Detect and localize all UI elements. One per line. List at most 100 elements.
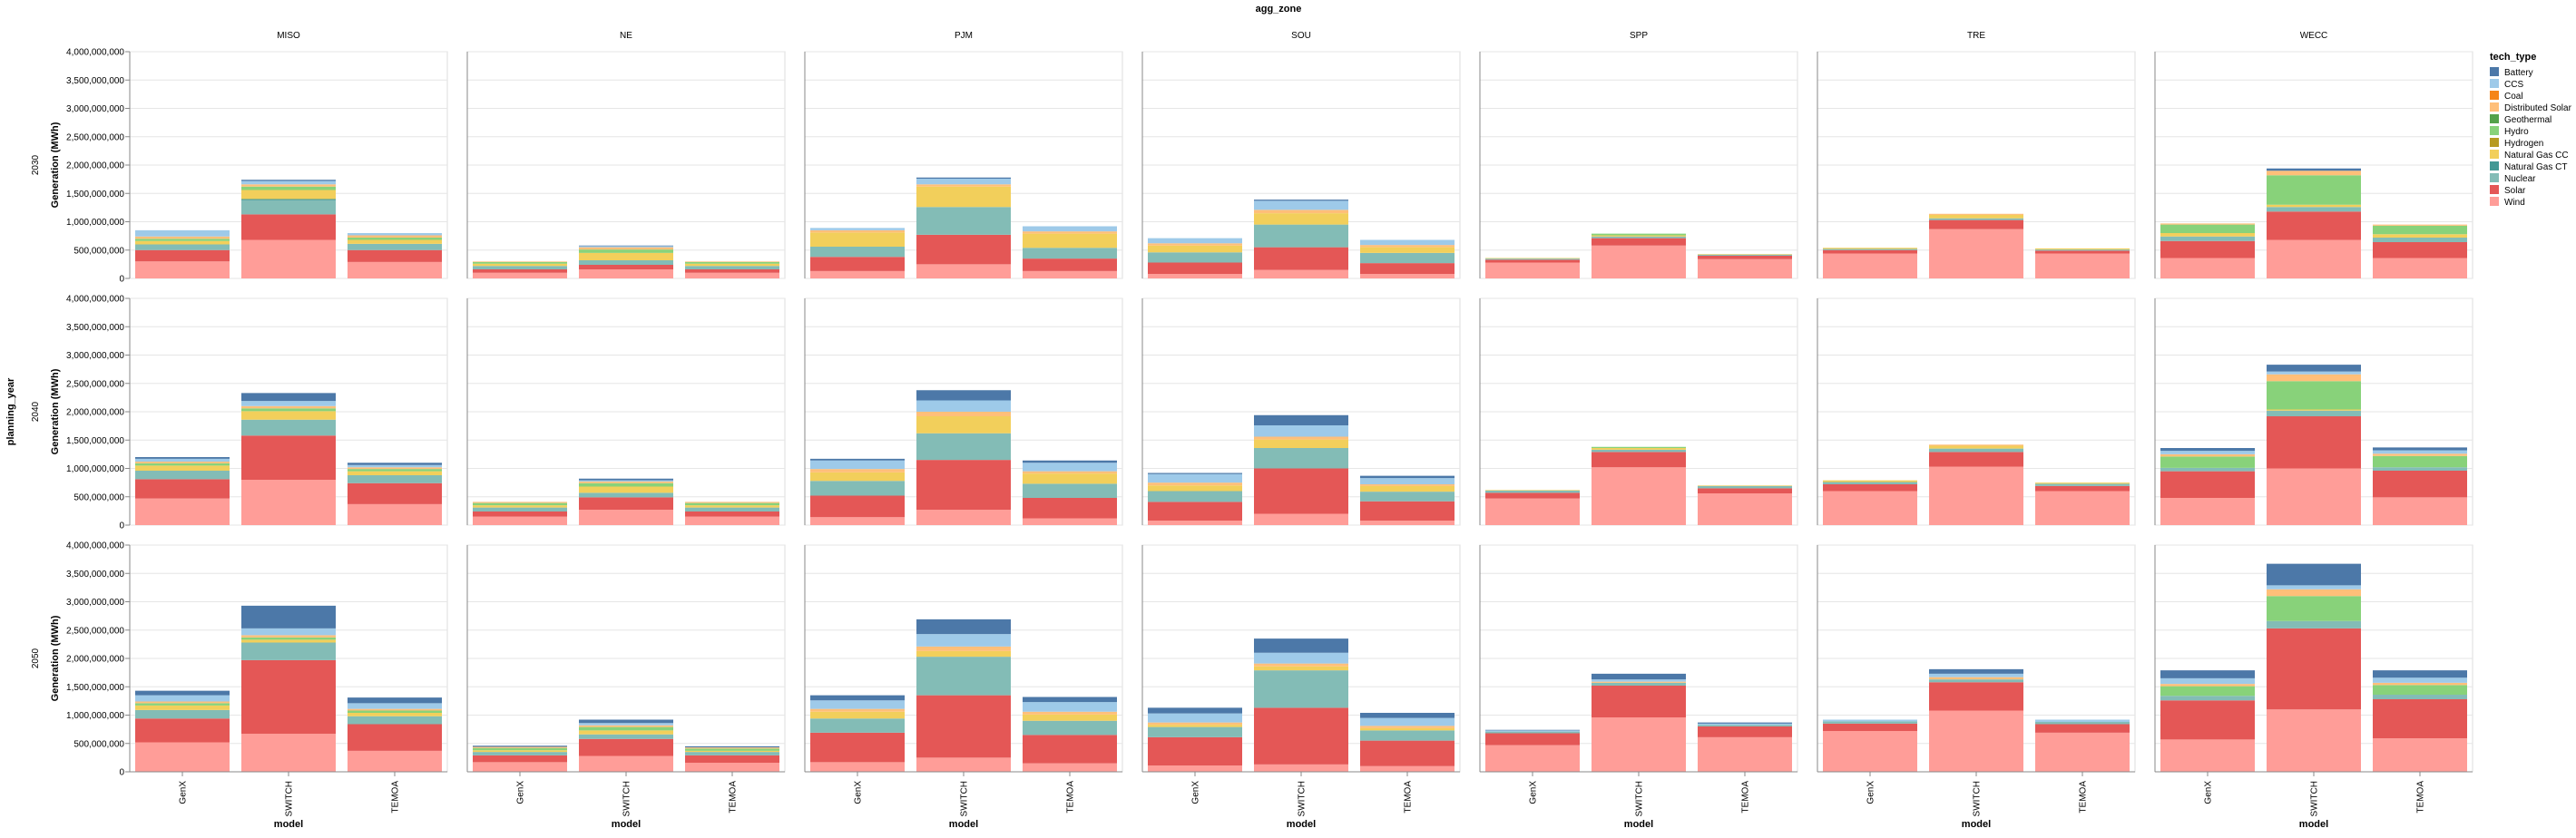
bar-2030-pjm-switch-distributed-solar: [916, 184, 1011, 187]
bar-2050-spp-temoa-wind: [1698, 736, 1792, 772]
bar-2050-wecc-switch-ccs: [2267, 585, 2361, 590]
bar-2040-sou-switch-ccs: [1254, 425, 1348, 437]
bar-2050-spp-switch-solar: [1592, 686, 1686, 717]
bar-2030-sou-genx-nuclear: [1148, 252, 1242, 263]
bar-2040-miso-switch-solar: [241, 435, 336, 480]
bar-2050-ne-temoa-natural-gas-cc: [685, 750, 779, 753]
bar-2050-sou-genx-natural-gas-cc: [1148, 725, 1242, 727]
bar-2030-pjm-switch-natural-gas-cc: [916, 186, 1011, 208]
bar-2030-sou-switch-distributed-solar: [1254, 210, 1348, 214]
bar-2050-tre-switch-ccs: [1929, 673, 2023, 677]
bar-2030-ne-temoa-hydro: [685, 261, 779, 264]
bar-2050-miso-switch-ccs: [241, 628, 336, 636]
bar-2030-ne-temoa-natural-gas-cc: [685, 263, 779, 267]
bar-2030-ne-switch-nuclear: [579, 260, 673, 265]
bar-2030-pjm-temoa-ccs: [1023, 226, 1117, 232]
y-tick-label: 3,500,000,000: [66, 76, 124, 86]
bar-2050-wecc-switch-solar: [2267, 628, 2361, 710]
bar-2050-pjm-temoa-distributed-solar: [1023, 711, 1117, 715]
bar-2040-wecc-switch-ccs: [2267, 371, 2361, 375]
bar-2040-sou-temoa-battery: [1360, 475, 1455, 479]
bar-2050-pjm-genx-natural-gas-cc: [810, 711, 905, 719]
legend-label-hydrogen: Hydrogen: [2504, 139, 2543, 149]
bar-2030-sou-switch-ccs: [1254, 200, 1348, 210]
bar-2040-sou-temoa-distributed-solar: [1360, 484, 1455, 486]
bar-2030-pjm-temoa-wind: [1023, 270, 1117, 278]
bar-2050-miso-temoa-hydro: [348, 710, 442, 713]
bar-2030-spp-temoa-natural-gas-cc: [1698, 254, 1792, 255]
bar-2030-sou-temoa-wind: [1360, 274, 1455, 278]
bar-2050-tre-switch-solar: [1929, 682, 2023, 711]
bar-2040-wecc-temoa-solar: [2373, 471, 2467, 498]
bar-2050-tre-switch-battery: [1929, 668, 2023, 674]
x-tick-label-temoa: TEMOA: [1741, 781, 1751, 814]
bar-2050-pjm-temoa-wind: [1023, 763, 1117, 772]
bar-2050-ne-switch-battery: [579, 719, 673, 724]
bar-2050-miso-genx-wind: [135, 742, 230, 772]
bar-2040-pjm-genx-ccs: [810, 460, 905, 470]
bar-2040-miso-genx-natural-gas-cc: [135, 465, 230, 471]
bar-2050-pjm-switch-solar: [916, 695, 1011, 758]
bar-2030-ne-switch-distributed-solar: [579, 247, 673, 250]
row-label-2040: 2040: [31, 401, 41, 422]
bar-2050-sou-switch-distributed-solar: [1254, 663, 1348, 667]
bar-2040-spp-temoa-wind: [1698, 493, 1792, 525]
bar-2030-pjm-switch-nuclear: [916, 207, 1011, 235]
bar-2040-tre-genx-wind: [1823, 491, 1917, 525]
bar-2040-sou-genx-nuclear: [1148, 491, 1242, 502]
bar-2040-spp-switch-natural-gas-cc: [1592, 448, 1686, 450]
bar-2030-ne-temoa-wind: [685, 272, 779, 278]
bar-2030-ne-genx-nuclear: [473, 266, 567, 269]
x-axis-title: model: [1624, 819, 1653, 830]
bar-2030-spp-genx-solar: [1485, 259, 1580, 263]
bar-2030-miso-genx-solar: [135, 249, 230, 262]
bar-2040-tre-switch-natural-gas-cc: [1929, 445, 2023, 449]
bar-2030-ne-genx-wind: [473, 272, 567, 278]
bar-2040-ne-temoa-natural-gas-cc: [685, 505, 779, 508]
y-tick-label: 0: [119, 521, 124, 531]
legend-label-battery: Battery: [2504, 68, 2533, 78]
bar-2030-tre-switch-natural-gas-cc: [1929, 215, 2023, 219]
bar-2030-tre-temoa-solar: [2035, 250, 2130, 254]
bar-2040-pjm-switch-ccs: [916, 400, 1011, 412]
bar-2040-ne-switch-battery: [579, 478, 673, 481]
y-tick-label: 2,500,000,000: [66, 132, 124, 142]
bar-2050-wecc-switch-battery: [2267, 563, 2361, 586]
bar-2030-tre-switch-solar: [1929, 219, 2023, 229]
bar-2040-sou-switch-distributed-solar: [1254, 436, 1348, 440]
bar-2050-ne-genx-natural-gas-cc: [473, 750, 567, 753]
bar-2050-pjm-genx-solar: [810, 732, 905, 763]
bar-2040-spp-temoa-solar: [1698, 488, 1792, 493]
bar-2040-spp-genx-solar: [1485, 492, 1580, 499]
bar-2040-ne-temoa-solar: [685, 512, 779, 517]
bar-2050-wecc-switch-wind: [2267, 709, 2361, 772]
bar-2030-miso-temoa-natural-gas-cc: [348, 239, 442, 244]
legend-title: tech_type: [2490, 52, 2536, 63]
bar-2040-wecc-genx-distributed-solar: [2160, 453, 2255, 457]
bar-2030-ne-temoa-distributed-solar: [685, 261, 779, 262]
bar-2040-miso-temoa-battery: [348, 463, 442, 465]
bar-2050-miso-temoa-ccs: [348, 703, 442, 709]
bar-2050-pjm-temoa-natural-gas-cc: [1023, 714, 1117, 721]
bar-2040-wecc-switch-nuclear: [2267, 410, 2361, 416]
bar-2040-tre-switch-wind: [1929, 466, 2023, 525]
bar-2050-tre-temoa-solar: [2035, 724, 2130, 733]
bar-2040-pjm-temoa-battery: [1023, 460, 1117, 463]
bar-2040-spp-switch-hydro: [1592, 446, 1686, 448]
y-tick-label: 4,000,000,000: [66, 48, 124, 58]
bar-2050-wecc-genx-ccs: [2160, 677, 2255, 685]
bar-2040-pjm-genx-battery: [810, 458, 905, 461]
bar-2030-sou-temoa-distributed-solar: [1360, 245, 1455, 248]
bar-2050-miso-switch-wind: [241, 734, 336, 772]
bar-2040-ne-switch-wind: [579, 510, 673, 525]
bar-2040-spp-switch-solar: [1592, 452, 1686, 468]
bar-2050-wecc-temoa-nuclear: [2373, 695, 2467, 699]
x-axis-title: model: [2299, 819, 2328, 830]
x-axis-title: model: [274, 819, 303, 830]
bar-2050-miso-temoa-nuclear: [348, 716, 442, 725]
bar-2030-ne-temoa-nuclear: [685, 266, 779, 269]
bar-2050-miso-temoa-wind: [348, 750, 442, 772]
bar-2050-sou-temoa-distributed-solar: [1360, 726, 1455, 728]
bar-2040-pjm-switch-battery: [916, 390, 1011, 401]
bar-2040-tre-switch-solar: [1929, 452, 2023, 467]
